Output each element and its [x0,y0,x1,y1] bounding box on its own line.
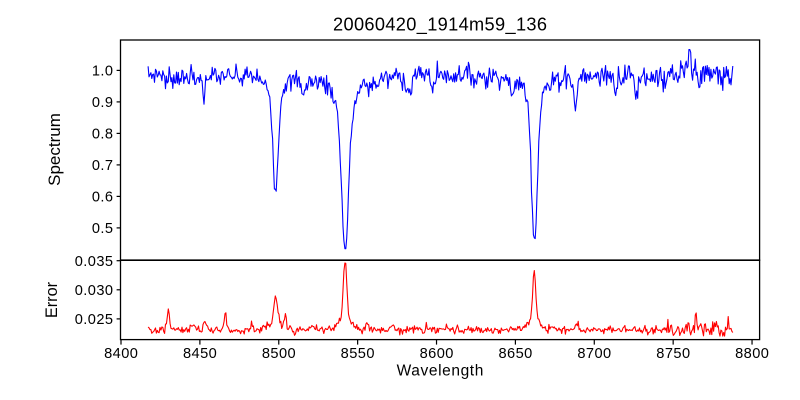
svg-text:0.7: 0.7 [92,158,114,174]
svg-text:Wavelength: Wavelength [397,363,484,380]
svg-text:1.0: 1.0 [92,64,114,80]
svg-text:Spectrum: Spectrum [45,113,64,186]
svg-text:8600: 8600 [420,346,454,362]
svg-text:8500: 8500 [262,346,296,362]
svg-text:0.035: 0.035 [75,254,114,270]
svg-text:0.9: 0.9 [92,95,114,111]
svg-text:8650: 8650 [498,346,532,362]
svg-text:0.5: 0.5 [92,221,114,237]
svg-text:0.030: 0.030 [75,283,114,299]
svg-text:Error: Error [43,281,61,318]
svg-text:0.8: 0.8 [92,127,114,143]
svg-text:20060420_1914m59_136: 20060420_1914m59_136 [333,15,547,36]
svg-text:0.6: 0.6 [92,190,114,206]
svg-text:8700: 8700 [577,346,611,362]
svg-text:8800: 8800 [735,346,769,362]
svg-text:8750: 8750 [656,346,690,362]
svg-text:8400: 8400 [104,346,138,362]
svg-text:0.025: 0.025 [75,312,114,328]
svg-text:8450: 8450 [183,346,217,362]
svg-text:8550: 8550 [341,346,375,362]
